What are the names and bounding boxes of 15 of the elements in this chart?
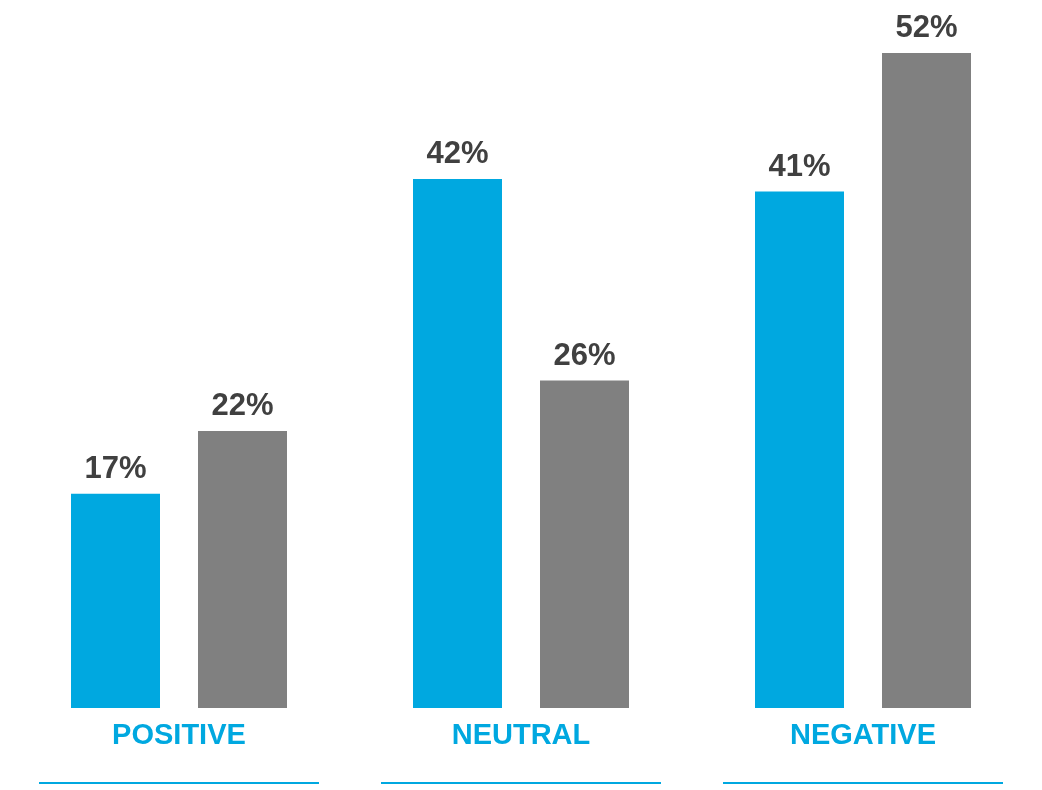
x-tick-label: NEUTRAL bbox=[451, 718, 591, 750]
bar bbox=[882, 53, 971, 708]
x-tick-label: POSITIVE bbox=[112, 718, 246, 750]
data-label: 41% bbox=[768, 147, 831, 183]
data-label: 42% bbox=[426, 134, 489, 170]
data-label: 52% bbox=[895, 9, 958, 44]
bar bbox=[413, 178, 502, 708]
bar bbox=[198, 430, 287, 708]
data-label: 26% bbox=[553, 336, 616, 372]
data-label: 22% bbox=[211, 386, 274, 422]
bar bbox=[755, 191, 844, 708]
data-label: 17% bbox=[84, 449, 147, 485]
bar bbox=[540, 380, 629, 708]
x-tick-label: NEGATIVE bbox=[789, 718, 937, 750]
bar bbox=[71, 493, 160, 708]
